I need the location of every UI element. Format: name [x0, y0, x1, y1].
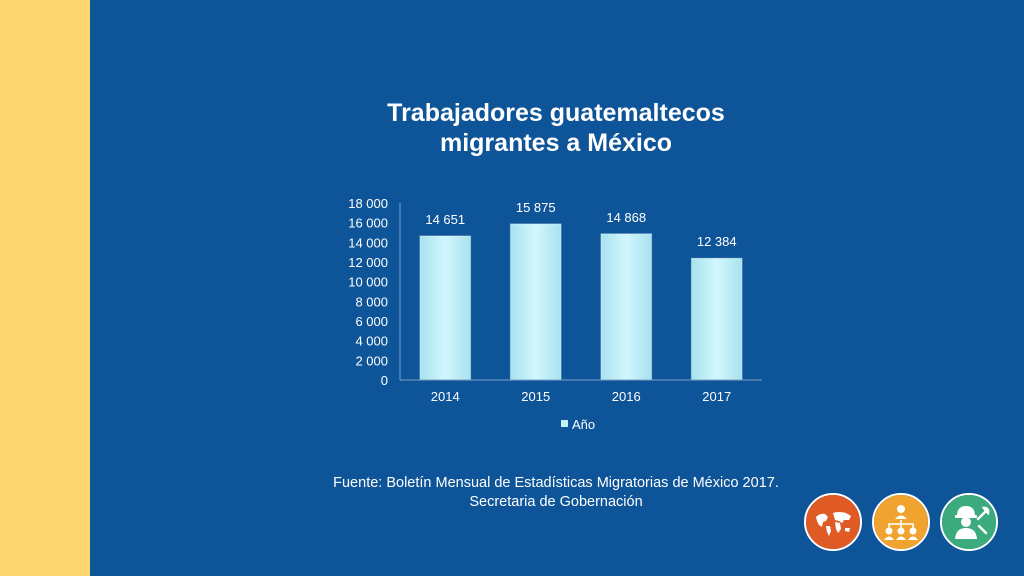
- bar-data-label: 12 384: [697, 234, 737, 249]
- bar-data-label: 15 875: [516, 200, 556, 215]
- left-decorative-strip: [0, 0, 90, 576]
- source-note: Fuente: Boletín Mensual de Estadísticas …: [300, 474, 812, 512]
- legend-label: Año: [572, 417, 595, 432]
- x-tick-label: 2014: [431, 389, 460, 404]
- y-tick-label: 2 000: [355, 353, 388, 368]
- legend-swatch: [561, 420, 568, 427]
- chart-title: Trabajadores guatemaltecos migrantes a M…: [300, 98, 812, 158]
- chart-title-line2: migrantes a México: [439, 129, 673, 157]
- bar: [419, 235, 472, 381]
- source-line2: Secretaria de Gobernación: [469, 494, 643, 510]
- y-tick-label: 18 000: [348, 196, 388, 211]
- bar: [600, 233, 653, 381]
- bar: [509, 223, 562, 381]
- y-tick-label: 12 000: [348, 255, 388, 270]
- bar-data-label: 14 868: [606, 210, 646, 225]
- x-tick-label: 2016: [612, 389, 641, 404]
- y-tick-label: 0: [381, 373, 388, 388]
- bar-data-label: 14 651: [425, 212, 465, 227]
- y-tick-label: 10 000: [348, 275, 388, 290]
- world-map-icon: [804, 493, 862, 551]
- y-tick-label: 14 000: [348, 235, 388, 250]
- y-tick-label: 16 000: [348, 216, 388, 231]
- bar: [690, 257, 743, 381]
- chart-title-line1: Trabajadores guatemaltecos: [387, 99, 725, 127]
- source-line1: Fuente: Boletín Mensual de Estadísticas …: [333, 475, 779, 491]
- worker-tools-icon: [940, 493, 998, 551]
- y-tick-label: 4 000: [355, 334, 388, 349]
- x-tick-label: 2017: [702, 389, 731, 404]
- y-tick-label: 6 000: [355, 314, 388, 329]
- y-tick-label: 8 000: [355, 294, 388, 309]
- team-network-icon: [872, 493, 930, 551]
- x-tick-label: 2015: [521, 389, 550, 404]
